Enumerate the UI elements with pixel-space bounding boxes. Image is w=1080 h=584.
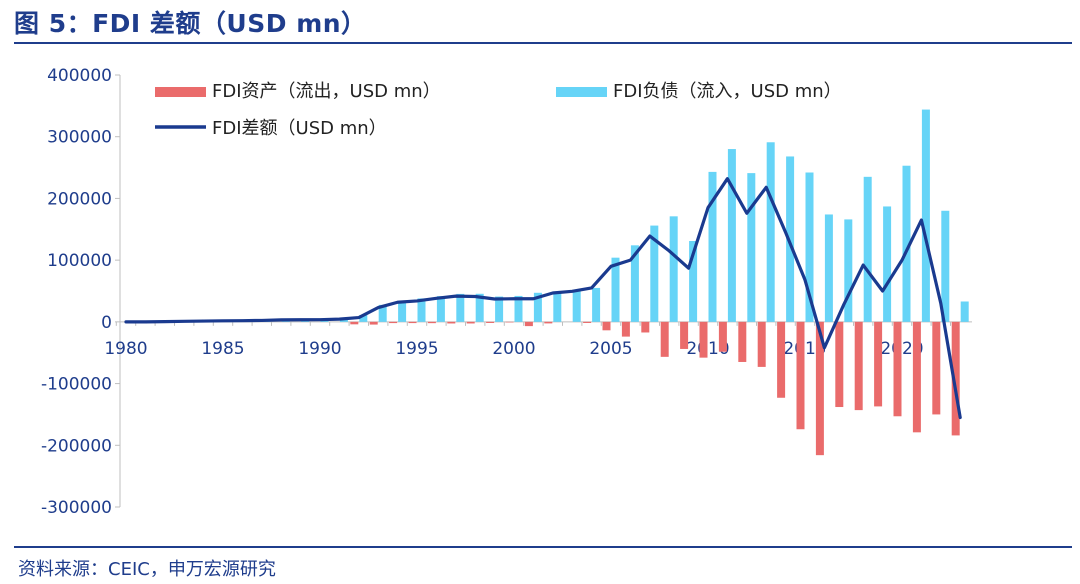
bar-fdi-liabilities [495,296,504,322]
x-tick-label: 1990 [298,339,341,359]
bar-fdi-assets [602,321,611,331]
bar-fdi-liabilities [747,173,756,322]
bar-fdi-liabilities [611,257,620,322]
bar-fdi-assets [835,321,844,408]
source-note: 资料来源：CEIC，申万宏源研究 [18,559,276,580]
figure-title: 图 5：FDI 差额（USD mn） [14,9,367,38]
bar-fdi-liabilities [398,300,407,322]
bar-fdi-liabilities [533,292,542,322]
bar-fdi-assets [738,321,747,362]
bar-fdi-assets [369,321,378,325]
bar-fdi-assets [583,321,592,323]
y-tick-label: 400000 [47,66,112,86]
bar-fdi-liabilities [359,315,368,322]
bar-fdi-assets [350,321,359,325]
x-tick-label: 2015 [783,339,826,359]
bar-fdi-liabilities [553,291,562,322]
bar-fdi-assets [874,321,883,407]
chart-legend: FDI资产（流出，USD mn） FDI负债（流入，USD mn） FDI差额（US… [155,81,842,139]
chart-bars [165,109,969,456]
y-tick-label: 200000 [47,189,112,209]
y-tick-label: 0 [101,313,112,333]
bar-fdi-assets [427,321,436,324]
legend-label: FDI差额（USD mn） [212,118,387,139]
bar-fdi-liabilities [941,210,950,322]
bar-fdi-liabilities [339,319,348,322]
chart-line [124,177,962,420]
bar-fdi-liabilities [669,216,678,322]
bar-fdi-liabilities [844,219,853,322]
bar-fdi-assets [893,321,902,417]
bar-fdi-liabilities [650,225,659,322]
bar-fdi-liabilities [921,109,930,322]
title-rule [14,42,1072,44]
bar-fdi-assets [524,321,533,327]
line-fdi-net [124,177,962,420]
bar-fdi-assets [466,321,475,324]
x-tick-label: 2005 [589,339,632,359]
bar-fdi-assets [699,321,708,358]
bar-fdi-assets [641,321,650,333]
x-tick-label: 2000 [492,339,535,359]
bar-fdi-assets [777,321,786,398]
legend-swatch [556,87,607,97]
y-tick-label: 300000 [47,128,112,148]
source-rule [14,546,1072,548]
bar-fdi-liabilities [786,156,795,322]
bar-fdi-assets [718,321,727,352]
bar-fdi-liabilities [630,245,639,322]
bar-fdi-liabilities [883,206,892,322]
bar-fdi-liabilities [727,149,736,322]
y-tick-label: -200000 [41,436,112,456]
legend-swatch [155,87,206,97]
bar-fdi-assets [951,321,960,436]
bar-fdi-liabilities [766,142,775,322]
bar-fdi-liabilities [514,295,523,322]
bar-fdi-liabilities [863,176,872,322]
x-tick-label: 2020 [880,339,923,359]
bar-fdi-assets [621,321,630,337]
bar-fdi-liabilities [902,165,911,322]
bar-fdi-liabilities [960,301,969,322]
bar-fdi-liabilities [689,241,698,322]
x-tick-label: 2010 [686,339,729,359]
x-tick-label: 1985 [201,339,244,359]
bar-fdi-assets [408,321,417,324]
y-tick-label: -100000 [41,375,112,395]
y-tick-label: -300000 [41,498,112,518]
bar-fdi-assets [389,321,398,324]
bar-fdi-liabilities [572,291,581,322]
bar-fdi-liabilities [378,304,387,322]
bar-fdi-assets [757,321,766,367]
bar-fdi-liabilities [417,298,426,322]
x-tick-label: 1980 [104,339,147,359]
bar-fdi-assets [660,321,669,357]
bar-fdi-assets [680,321,689,349]
bar-fdi-liabilities [456,293,465,322]
bar-fdi-liabilities [592,287,601,322]
bar-fdi-assets [447,321,456,324]
bar-fdi-liabilities [824,214,833,322]
x-tick-label: 1995 [395,339,438,359]
bar-fdi-assets [932,321,941,415]
bar-fdi-assets [505,321,514,323]
legend-label: FDI资产（流出，USD mn） [212,81,441,102]
bar-fdi-assets [486,321,495,323]
bar-fdi-assets [815,321,824,456]
bar-fdi-assets [544,321,553,324]
bar-fdi-assets [796,321,805,430]
bar-fdi-assets [854,321,863,411]
bar-fdi-liabilities [475,293,484,322]
y-tick-label: 100000 [47,251,112,271]
bar-fdi-liabilities [805,172,814,322]
bar-fdi-liabilities [708,171,717,322]
bar-fdi-liabilities [436,296,445,322]
bar-fdi-assets [912,321,921,433]
legend-label: FDI负债（流入，USD mn） [613,81,842,102]
